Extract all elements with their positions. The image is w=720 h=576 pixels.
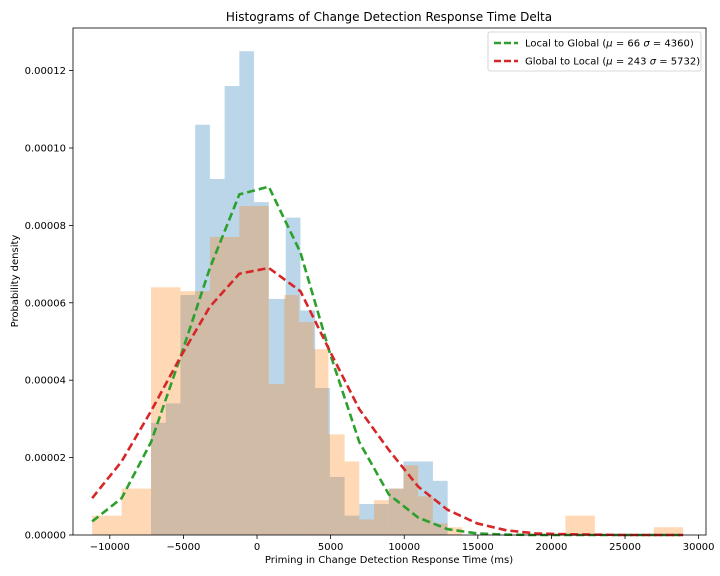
histogram-1-bar [565, 515, 595, 535]
x-tick-label: 25000 [609, 542, 641, 553]
histogram-1-bar [328, 434, 345, 535]
histogram-0-bar [239, 51, 255, 535]
y-axis-label: Probability density [10, 235, 21, 328]
y-tick-label: 0.00004 [25, 376, 66, 387]
histogram-layer [92, 51, 684, 536]
histogram-0-bar [374, 504, 389, 535]
histogram-1-bar [447, 527, 463, 535]
histogram-1-bar [239, 206, 269, 536]
histogram-0-bar [285, 217, 301, 535]
x-tick-label: 20000 [536, 542, 568, 553]
y-tick-label: 0.00002 [25, 453, 66, 464]
x-tick-label: 0 [254, 542, 260, 553]
x-tick-label: −10000 [90, 542, 130, 553]
x-tick-label: 10000 [388, 542, 420, 553]
histogram-0-bar [195, 124, 210, 535]
histogram-1-bar [180, 291, 210, 535]
histogram-0-bar [209, 178, 225, 535]
chart-title: Histograms of Change Detection Response … [226, 10, 552, 24]
legend-label-local-to-global: Local to Global (μ = 66 σ = 4360) [525, 39, 694, 50]
histogram-0-bar [315, 387, 330, 535]
histogram-1-bar [209, 236, 240, 535]
y-axis: 0.00000 0.00002 0.00004 0.00006 0.00008 0.000… [25, 66, 73, 542]
density-curve-1 [91, 266, 684, 537]
y-tick-label: 0.00012 [25, 66, 66, 77]
histogram-1-bar [313, 349, 329, 535]
x-tick-label: 30000 [683, 542, 715, 553]
x-axis: −10000 −5000 0 5000 10000 15000 20000 25000 3000… [90, 535, 715, 553]
histogram-1-bar [151, 287, 181, 535]
histogram-1-bar [359, 519, 375, 535]
histogram-1-bar [403, 465, 419, 535]
histogram-0-bar [359, 504, 375, 535]
histogram-1-bar [653, 527, 684, 535]
histogram-1-bar [388, 488, 404, 535]
histogram-0-bar [151, 422, 166, 535]
histogram-0-bar [165, 403, 181, 535]
histogram-0-bar [254, 202, 269, 535]
histogram-1-bar [298, 322, 314, 535]
y-tick-label: 0.00010 [25, 143, 66, 154]
density-curve-layer [91, 185, 684, 537]
legend: Local to Global (μ = 66 σ = 4360) Global… [487, 31, 702, 72]
histogram-1-bar [284, 295, 299, 535]
histogram-0-bar [418, 461, 433, 535]
x-tick-label: 5000 [318, 542, 343, 553]
histogram-0-bar [403, 461, 419, 535]
histogram-0-bar [180, 295, 196, 535]
histogram-1-bar [374, 500, 389, 535]
histogram-1-bar [92, 515, 122, 535]
histogram-1-bar [418, 496, 433, 535]
histogram-0-bar [300, 310, 316, 535]
histogram-1-bar [432, 523, 448, 535]
x-tick-label: 15000 [462, 542, 494, 553]
x-axis-label: Priming in Change Detection Response Tim… [265, 555, 513, 566]
axes-frame [72, 27, 707, 536]
histogram-0-bar [329, 476, 345, 535]
histogram-1-bar [121, 488, 152, 535]
y-tick-label: 0.00000 [25, 531, 66, 542]
legend-label-global-to-local: Global to Local (μ = 243 σ = 5732) [525, 57, 700, 68]
y-tick-label: 0.00008 [25, 221, 66, 232]
histogram-0-bar [344, 515, 360, 535]
plot-area [72, 27, 707, 537]
histogram-1-bar [268, 384, 285, 535]
histogram-0-bar [268, 298, 286, 535]
histogram-1-bar [344, 461, 360, 535]
histogram-0-bar [388, 488, 404, 535]
density-curve-0 [91, 185, 684, 537]
x-tick-label: −5000 [166, 542, 200, 553]
y-tick-label: 0.00006 [25, 298, 66, 309]
legend-box [487, 31, 702, 72]
histogram-0-bar [432, 480, 448, 535]
histogram-0-bar [224, 86, 240, 535]
